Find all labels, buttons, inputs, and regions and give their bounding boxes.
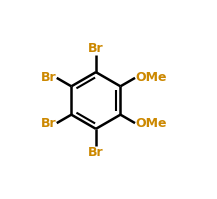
- Text: Br: Br: [88, 146, 104, 159]
- Text: OMe: OMe: [136, 71, 167, 84]
- Text: Br: Br: [40, 117, 56, 130]
- Text: Br: Br: [88, 42, 104, 55]
- Text: OMe: OMe: [136, 117, 167, 130]
- Text: Br: Br: [40, 71, 56, 84]
